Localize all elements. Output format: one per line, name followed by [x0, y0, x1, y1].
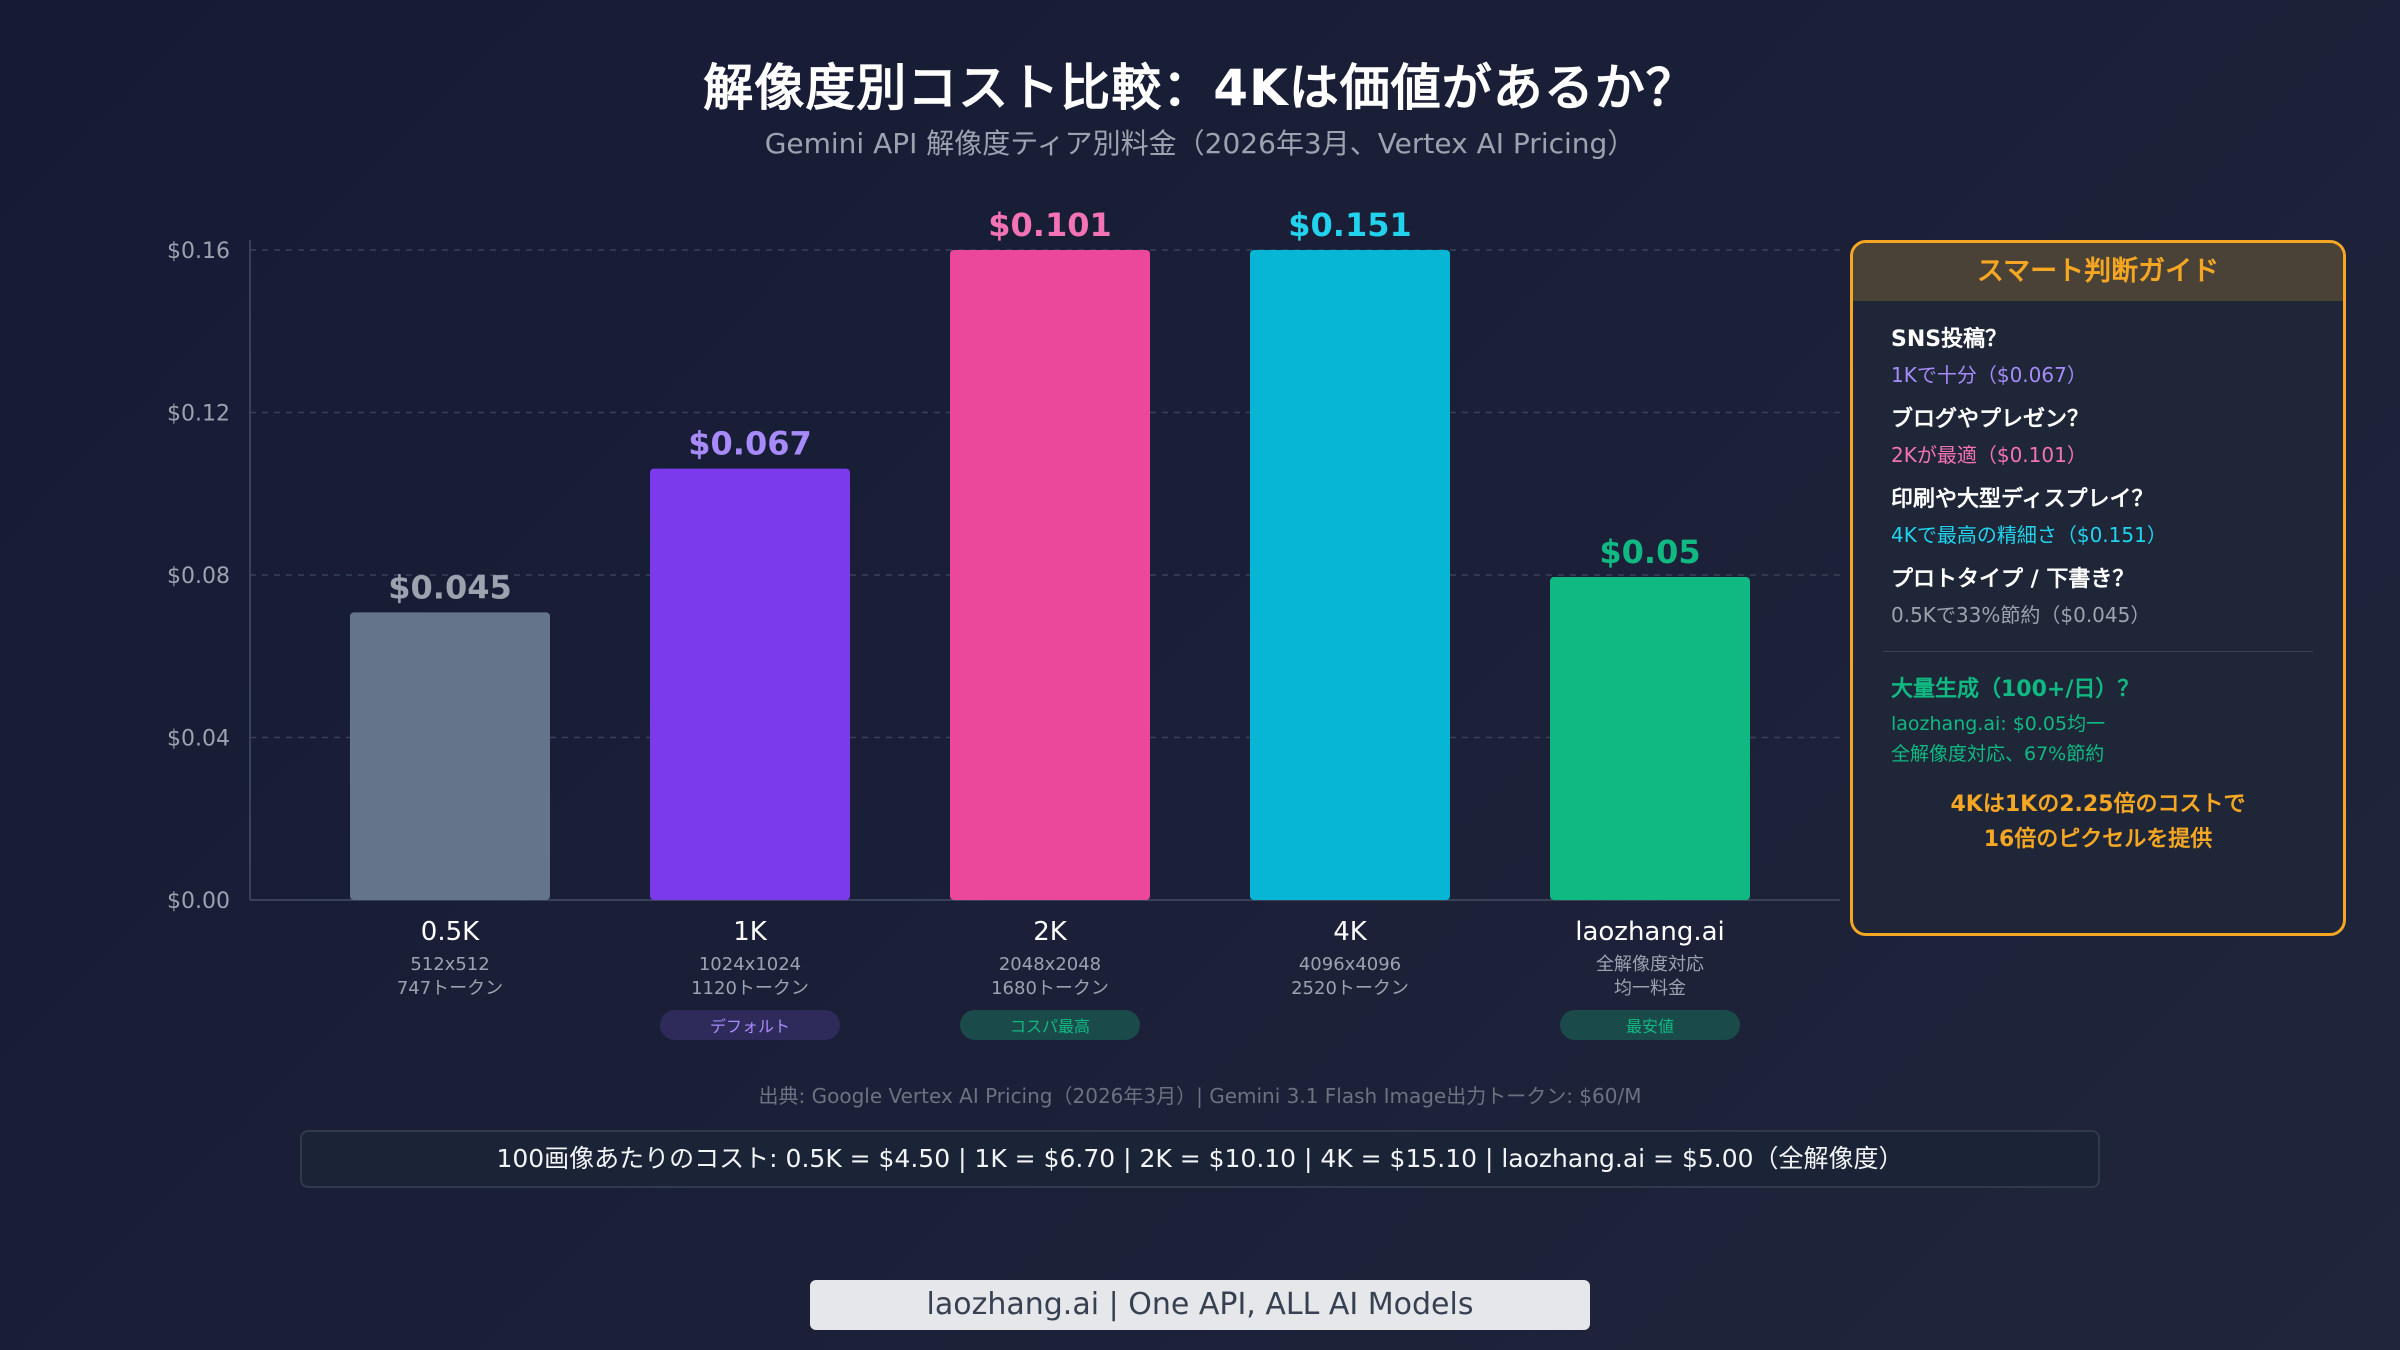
guide-question: プロトタイプ / 下書き？ [1891, 567, 2135, 592]
guide-conclusion: 4Kは1Kの2.25倍のコストで 16倍のピクセルを提供 [1853, 787, 2343, 857]
guide-answer: 2Kが最適（$0.101） [1891, 443, 2087, 467]
category-badge-label: 最安値 [1626, 1017, 1674, 1036]
guide-item-blog: ブログやプレゼン？ 2Kが最適（$0.101） [1891, 401, 2089, 468]
cost-summary-box: 100画像あたりのコスト: 0.5K = $4.50 | 1K = $6.70 … [300, 1130, 2100, 1188]
guide-divider [1883, 651, 2313, 652]
guide-item-prototype: プロトタイプ / 下書き？ 0.5Kで33%節約（$0.045） [1891, 561, 2150, 628]
chart-subtitle: Gemini API 解像度ティア別料金（2026年3月、Vertex AI P… [764, 127, 1636, 160]
guide-item-sns: SNS投稿？ 1Kで十分（$0.067） [1891, 321, 2087, 388]
x-category-label: 2K [1033, 917, 1068, 947]
bar [1250, 250, 1450, 900]
x-category-label: 1K [733, 917, 768, 947]
y-tick-label: $0.16 [167, 239, 230, 264]
guide-item-bulk: 大量生成（100+/日）？ laozhang.ai: $0.05均一 全解像度対… [1891, 671, 2139, 769]
bar-value-label: $0.067 [688, 425, 811, 463]
bar-chart: $0.16 $0.12 $0.08 $0.04 $0.00 $0.045 0.5K 512x5… [167, 206, 1840, 1040]
category-badge [1560, 1010, 1740, 1040]
bar-value-label: $0.045 [388, 568, 511, 606]
guide-bulk-answer-2: 全解像度対応、67%節約 [1891, 743, 2105, 765]
guide-bulk-question: 大量生成（100+/日）？ [1891, 677, 2140, 702]
category-badge [960, 1010, 1140, 1040]
y-tick-label: $0.04 [167, 727, 230, 752]
bar [350, 612, 550, 900]
x-category-label: 0.5K [421, 917, 480, 947]
guide-question: ブログやプレゼン？ [1891, 407, 2090, 432]
guide-question: 印刷や大型ディスプレイ？ [1891, 487, 2154, 512]
guide-answer: 4Kで最高の精細さ（$0.151） [1891, 523, 2167, 547]
chart-title: 解像度別コスト比較：4Kは価値があるか？ [703, 59, 1697, 117]
source-note: 出典: Google Vertex AI Pricing（2026年3月）| G… [758, 1084, 1642, 1108]
bar-value-label: $0.151 [1288, 206, 1411, 244]
bar [950, 250, 1150, 900]
guide-bulk-answer-1: laozhang.ai: $0.05均一 [1891, 713, 2106, 735]
x-category-sub-2: 1680トークン [991, 978, 1109, 999]
x-category-sub-2: 747トークン [397, 978, 503, 999]
guide-conclusion-line-1: 4Kは1Kの2.25倍のコストで [1950, 792, 2246, 817]
x-category-sub-2: 1120トークン [691, 978, 809, 999]
footer-banner: laozhang.ai | One API, ALL AI Models [810, 1280, 1590, 1330]
y-tick-label: $0.12 [167, 402, 230, 427]
y-tick-label: $0.00 [167, 889, 230, 914]
guide-question: SNS投稿？ [1891, 327, 2008, 352]
x-category-sub-1: 全解像度対応 [1596, 954, 1704, 975]
x-category-sub-2: 2520トークン [1291, 978, 1409, 999]
smart-guide-panel: スマート判断ガイド SNS投稿？ 1Kで十分（$0.067） ブログやプレゼン？… [1850, 240, 2346, 936]
y-tick-label: $0.08 [167, 564, 230, 589]
category-badge-label: コスパ最高 [1010, 1017, 1090, 1036]
guide-answer: 1Kで十分（$0.067） [1891, 363, 2087, 387]
guide-answer: 0.5Kで33%節約（$0.045） [1891, 603, 2151, 627]
guide-conclusion-line-2: 16倍のピクセルを提供 [1983, 827, 2213, 852]
x-category-sub-2: 均一料金 [1614, 978, 1686, 999]
bar [650, 468, 850, 900]
guide-title: スマート判断ガイド [1853, 243, 2343, 301]
x-category-sub-1: 1024x1024 [699, 954, 801, 975]
category-badge [660, 1010, 840, 1040]
x-category-label: 4K [1333, 917, 1368, 947]
bar-value-label: $0.101 [988, 206, 1111, 244]
bar [1550, 577, 1750, 900]
category-badge-label: デフォルト [710, 1017, 790, 1036]
bar-value-label: $0.05 [1599, 533, 1700, 571]
guide-item-print: 印刷や大型ディスプレイ？ 4Kで最高の精細さ（$0.151） [1891, 481, 2167, 548]
x-category-label: laozhang.ai [1575, 917, 1725, 947]
x-category-sub-1: 2048x2048 [999, 954, 1101, 975]
x-category-sub-1: 4096x4096 [1299, 954, 1401, 975]
x-category-sub-1: 512x512 [410, 954, 489, 975]
